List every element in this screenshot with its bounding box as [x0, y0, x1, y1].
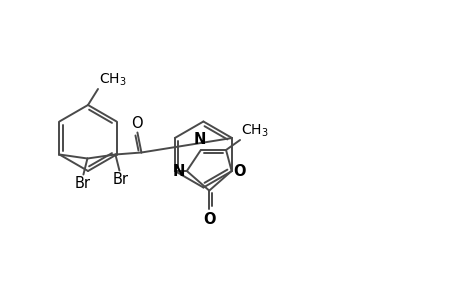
Text: Br: Br [74, 176, 90, 191]
Text: O: O [131, 116, 143, 130]
Text: Br: Br [112, 172, 128, 188]
Text: O: O [233, 164, 246, 178]
Text: O: O [202, 212, 215, 226]
Text: N: N [193, 132, 206, 147]
Text: CH$_3$: CH$_3$ [241, 123, 268, 139]
Text: CH$_3$: CH$_3$ [99, 72, 126, 88]
Text: N: N [172, 164, 185, 178]
